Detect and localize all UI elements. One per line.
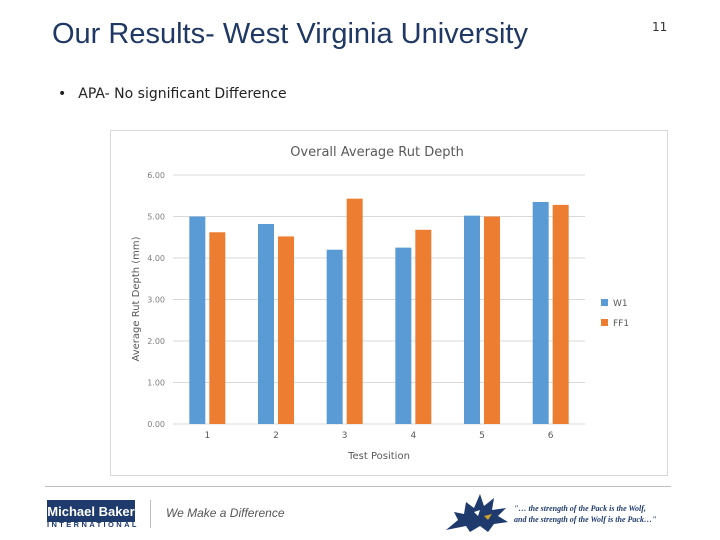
x-tick-label: 1 [204, 431, 210, 441]
rut-depth-chart: Overall Average Rut Depth 0.00 1.00 2.00 3.… [131, 145, 629, 462]
x-tick-label: 4 [410, 431, 416, 441]
legend-label-ff1: FF1 [613, 319, 629, 329]
slide-title: Our Results- West Virginia University [52, 18, 528, 50]
bar-w1-pos-4 [395, 247, 412, 424]
bar-w1-pos-1 [189, 216, 206, 424]
y-axis-label: Average Rut Depth (mm) [131, 236, 142, 361]
bar-w1-pos-6 [532, 201, 549, 424]
bar-w1-pos-3 [326, 249, 343, 424]
bar-ff1-pos-6 [552, 204, 569, 424]
logo-separator [150, 500, 151, 528]
michael-baker-logo: Michael Baker [47, 500, 135, 522]
legend-swatch-w1 [601, 299, 608, 306]
footer-divider [45, 486, 671, 487]
x-tick-label: 6 [548, 431, 554, 441]
tagline: We Make a Difference [166, 506, 285, 520]
bar-ff1-pos-2 [278, 236, 294, 424]
x-tick-label: 5 [479, 431, 485, 441]
legend-swatch-ff1 [601, 319, 608, 326]
logo-subtitle: INTERNATIONAL [47, 520, 139, 529]
bar-ff1-pos-5 [484, 216, 500, 424]
x-tick-labels: 1 2 3 4 5 6 [204, 431, 553, 441]
wolf-mascot-icon [446, 494, 508, 532]
bar-ff1-pos-1 [209, 232, 226, 424]
x-axis-label: Test Position [347, 451, 410, 462]
y-tick-label: 4.00 [147, 254, 165, 263]
chart-title: Overall Average Rut Depth [290, 145, 464, 160]
bar-w1-pos-5 [464, 215, 480, 424]
y-tick-label: 1.00 [147, 379, 165, 388]
x-tick-label: 3 [342, 431, 348, 441]
bar-w1-pos-2 [258, 223, 274, 424]
bullet-symbol: • [58, 86, 67, 102]
legend-label-w1: W1 [613, 299, 628, 309]
bar-ff1-pos-4 [415, 229, 432, 424]
bar-ff1-pos-3 [346, 198, 363, 424]
gridlines [173, 174, 585, 425]
bars [189, 198, 569, 424]
y-tick-label: 3.00 [147, 296, 165, 305]
bullet-text: APA- No significant Difference [78, 86, 287, 102]
footer-quote: "… the strength of the Pack is the Wolf,… [514, 503, 714, 525]
y-tick-labels: 0.00 1.00 2.00 3.00 4.00 5.00 6.00 [147, 171, 165, 429]
quote-line-2: and the strength of the Wolf is the Pack… [514, 515, 657, 524]
y-tick-label: 6.00 [147, 171, 165, 180]
x-tick-label: 2 [273, 431, 279, 441]
y-tick-label: 2.00 [147, 337, 165, 346]
chart-frame: Overall Average Rut Depth 0.00 1.00 2.00 3.… [110, 130, 668, 476]
bullet-item: • APA- No significant Difference [58, 86, 287, 102]
y-tick-label: 5.00 [147, 213, 165, 222]
slide-number: 11 [652, 20, 668, 34]
legend: W1 FF1 [601, 299, 629, 329]
quote-line-1: "… the strength of the Pack is the Wolf, [514, 504, 646, 513]
y-tick-label: 0.00 [147, 420, 165, 429]
